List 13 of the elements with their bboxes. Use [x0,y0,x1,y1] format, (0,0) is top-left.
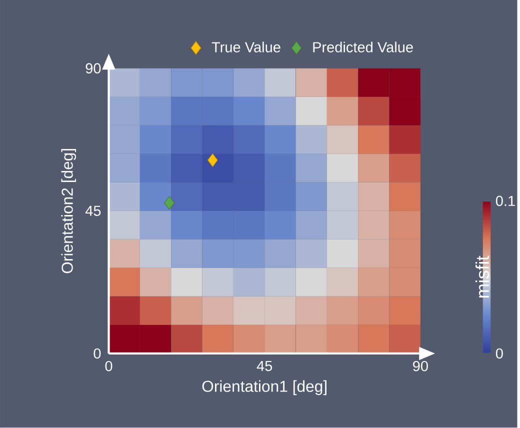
x-tick-label: 90 [413,361,428,372]
y-tick-label: 90 [86,63,101,74]
y-tick-label: 0 [94,348,101,359]
color-bar-title: misfit [475,256,490,298]
legend-label: Predicted Value [313,42,413,53]
y-tick-label: 45 [85,206,101,216]
y-axis-title: Orientation2 [deg] [61,149,76,274]
color-bar-label: 0.1 [496,196,515,206]
x-axis-title: Orientation1 [deg] [202,380,326,396]
legend-label: True Value [212,42,280,53]
x-tick-label: 0 [105,361,112,372]
x-tick-label: 45 [256,361,272,372]
color-bar-label: 0 [496,348,503,359]
